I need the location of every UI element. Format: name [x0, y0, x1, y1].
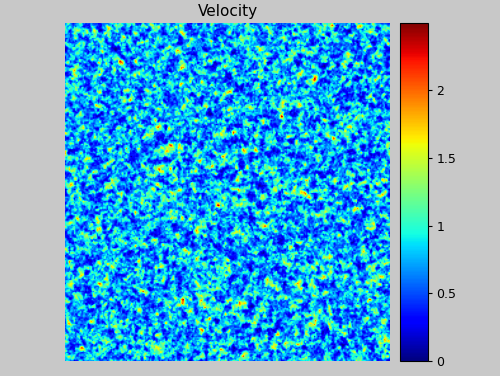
Title: Velocity: Velocity [198, 4, 258, 19]
